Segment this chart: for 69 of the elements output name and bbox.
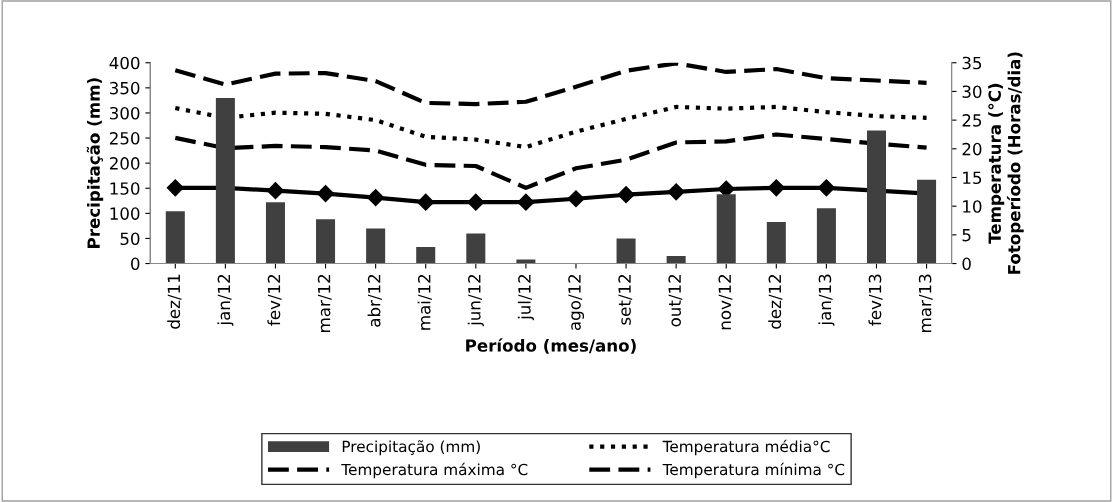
y2-tick-label: 30 xyxy=(962,85,982,98)
x-tick-label: jul/12 xyxy=(517,274,534,321)
x-tick-label: set/12 xyxy=(618,274,633,325)
y2-tick-label: 5 xyxy=(962,229,971,242)
x-tick-label: out/12 xyxy=(668,274,683,327)
y2-tick-label: 0 xyxy=(962,257,971,271)
x-tick-label: fev/12 xyxy=(267,274,282,326)
bar xyxy=(316,219,336,264)
line-series xyxy=(173,132,929,190)
y-tick-label: 200 xyxy=(109,157,140,170)
bar xyxy=(917,179,937,264)
y2-tick-label: 25 xyxy=(962,114,982,127)
y-tick-label: 50 xyxy=(120,232,140,246)
legend-label: Temperatura máxima °C xyxy=(341,462,528,479)
bar xyxy=(265,202,285,264)
x-tick-label: abr/12 xyxy=(367,274,382,327)
y2-tick-label: 35 xyxy=(962,56,982,70)
bar xyxy=(416,246,436,264)
y2-tick-label: 10 xyxy=(963,200,982,213)
x-tick-label: jan/12 xyxy=(217,274,234,326)
y2-tick-label: 20 xyxy=(962,142,982,156)
y2-tick-label: 15 xyxy=(963,171,982,185)
point xyxy=(567,190,585,208)
y-tick-label: 100 xyxy=(110,207,140,220)
y-tick-label: 150 xyxy=(110,182,140,195)
x-tick-label: mar/12 xyxy=(317,274,332,332)
y-axis-title: Precipitação (mm) xyxy=(86,78,104,248)
point xyxy=(817,179,835,197)
x-tick-label: fev/13 xyxy=(868,274,883,326)
bar xyxy=(215,97,235,264)
bar xyxy=(716,194,736,264)
line-series xyxy=(173,62,929,107)
bar xyxy=(866,130,886,264)
bar xyxy=(816,208,836,264)
point xyxy=(166,179,184,197)
legend-label: Temperatura média°C xyxy=(662,439,830,456)
y-tick-label: 350 xyxy=(109,81,140,95)
y-tick-label: 300 xyxy=(109,106,140,120)
x-axis-title: Período (mes/ano) xyxy=(466,338,636,354)
y-tick-label: 400 xyxy=(109,56,140,70)
x-tick-label: dez/11 xyxy=(167,274,182,329)
x-tick-label: nov/12 xyxy=(718,274,733,330)
x-tick-label: jun/12 xyxy=(467,274,484,327)
legend-label: Temperatura mínima °C xyxy=(662,462,845,479)
bar xyxy=(366,228,386,264)
bar xyxy=(165,211,185,264)
bar xyxy=(466,233,486,264)
y2-axis-title: Temperatura (°C) Fotoperíodo (Horas/dia) xyxy=(988,52,1024,274)
y-tick-label: 0 xyxy=(131,257,140,271)
line-series xyxy=(173,104,929,150)
point xyxy=(617,186,635,204)
x-tick-label: dez/12 xyxy=(768,274,783,329)
point xyxy=(667,183,685,201)
x-tick-label: mai/12 xyxy=(417,274,432,330)
point xyxy=(317,185,335,203)
bar xyxy=(616,238,636,264)
point xyxy=(767,179,785,197)
x-tick-label: jan/13 xyxy=(818,274,835,326)
bar xyxy=(666,256,686,264)
legend-label: Precipitação (mm) xyxy=(342,440,480,456)
y-tick-label: 250 xyxy=(109,132,140,145)
bar xyxy=(766,221,786,264)
point xyxy=(266,182,285,200)
point xyxy=(467,193,485,211)
point xyxy=(417,193,435,211)
point xyxy=(517,193,535,211)
x-tick-label: mar/13 xyxy=(918,274,933,332)
x-tick-label: ago/12 xyxy=(568,274,585,331)
point xyxy=(367,189,385,207)
